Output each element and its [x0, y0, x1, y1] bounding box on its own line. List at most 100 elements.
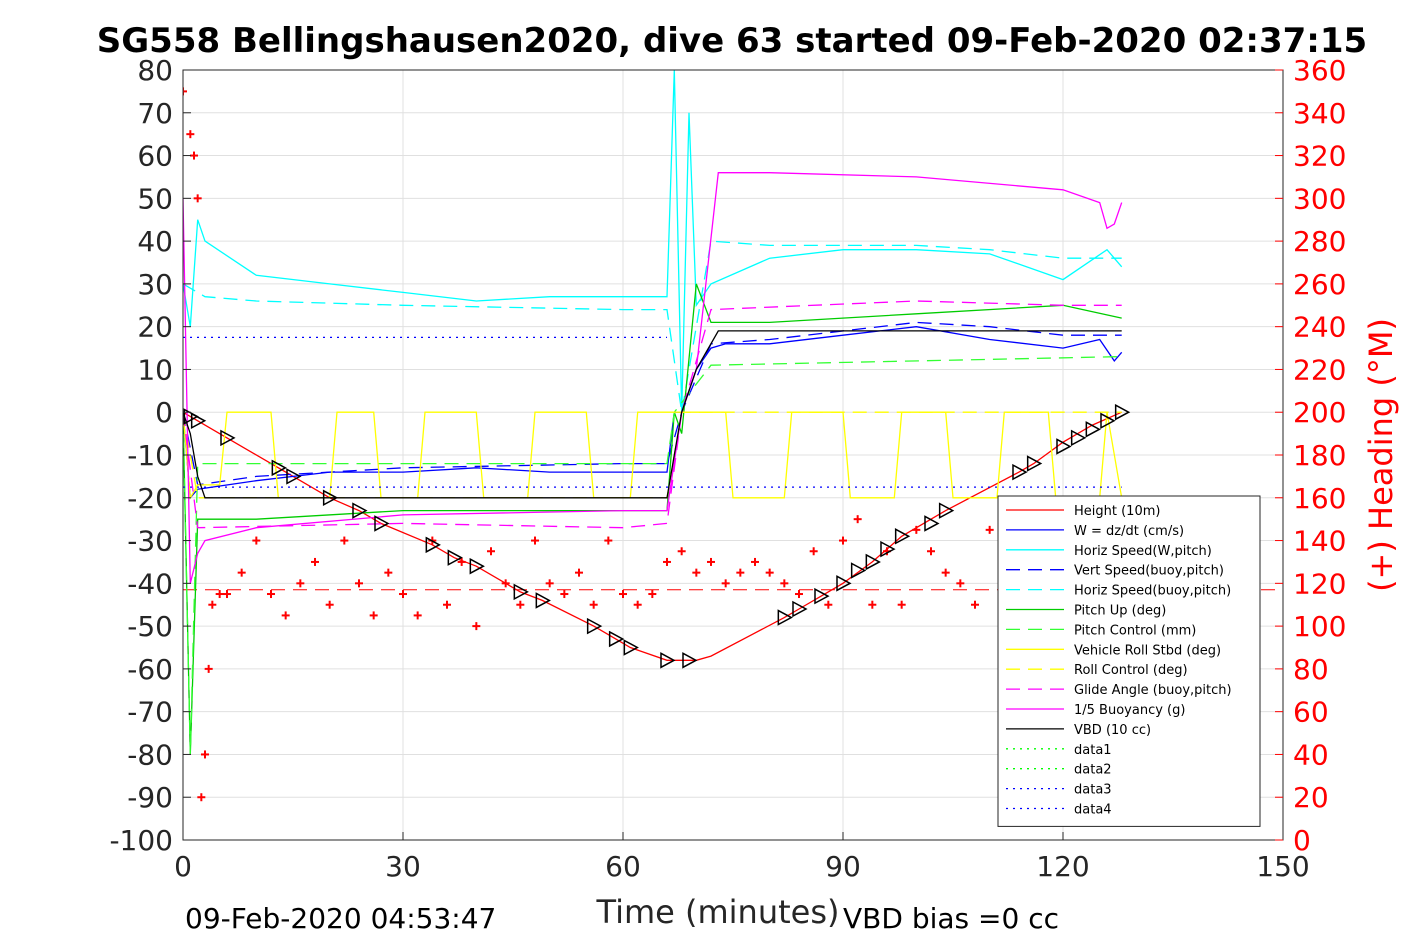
heading-point — [325, 600, 334, 609]
y-tick-label: -40 — [127, 567, 173, 600]
y2-tick-label: 0 — [1293, 824, 1311, 857]
vbd-marker — [190, 412, 207, 430]
y2-tick-label: 60 — [1293, 696, 1329, 729]
legend-entry: Roll Control (deg) — [1006, 663, 1188, 678]
y-tick-label: 80 — [137, 54, 173, 87]
y2-tick-label: 180 — [1293, 439, 1346, 472]
vbd-marker — [286, 468, 302, 485]
y2-tick-label: 120 — [1293, 567, 1346, 600]
heading-point — [985, 525, 994, 534]
heading-point — [516, 600, 525, 609]
y-tick-label: 10 — [137, 353, 173, 386]
legend-entry: Horiz Speed(buoy,pitch) — [1006, 584, 1231, 599]
legend-entry: Glide Angle (buoy,pitch) — [1006, 683, 1232, 698]
heading-point — [853, 515, 862, 524]
heading-point — [186, 130, 195, 139]
y2-tick-label: 240 — [1293, 311, 1346, 344]
footer-vbd-bias: VBD bias =0 cc — [843, 902, 1059, 935]
heading-point — [912, 525, 921, 534]
heading-point — [707, 557, 715, 566]
vbd-marker — [623, 639, 639, 656]
vbd-marker — [1026, 455, 1043, 472]
legend-label: Roll Control (deg) — [1074, 663, 1188, 678]
heading-point — [531, 536, 539, 545]
y2-tick-label: 280 — [1293, 225, 1346, 258]
legend-label: data4 — [1074, 803, 1112, 818]
y2-tick-label: 100 — [1293, 610, 1346, 643]
y-tick-label: -80 — [127, 738, 173, 771]
vbd-marker — [682, 652, 698, 669]
heading-point — [487, 547, 495, 556]
legend-label: data1 — [1074, 743, 1112, 758]
heading-point — [384, 568, 393, 577]
y-tick-label: 70 — [137, 97, 173, 130]
heading-point — [197, 793, 206, 802]
legend-entry: Horiz Speed(W,pitch) — [1006, 544, 1212, 559]
heading-point — [839, 536, 847, 545]
vbd-marker — [586, 617, 603, 635]
legend-label: Vert Speed(buoy,pitch) — [1074, 564, 1224, 579]
heading-point — [183, 87, 187, 96]
vbd-marker — [777, 609, 793, 626]
x-tick-label: 60 — [605, 850, 641, 883]
y-axis-ticks: 80 70 60 50 40 30 20 10 0 -10 -20 -30 -40 -50 -60 -70 -8… — [109, 54, 191, 857]
x-tick-label: 30 — [385, 850, 421, 883]
heading-point — [692, 568, 701, 577]
legend-label: W = dz/dt (cm/s) — [1074, 524, 1184, 539]
y2-tick-label: 320 — [1293, 140, 1346, 173]
legend-entry: 1/5 Buoyancy (g) — [1006, 703, 1185, 718]
x-tick-label: 150 — [1256, 850, 1309, 883]
legend-entry: data1 — [1006, 743, 1112, 758]
vbd-marker — [535, 592, 551, 609]
series-line-horiz-speed-buoy-pitch — [183, 240, 1122, 413]
heading-point — [355, 579, 363, 588]
x-tick-label: 120 — [1036, 850, 1089, 883]
legend-box — [997, 495, 1261, 827]
x-tick-label: 0 — [174, 850, 192, 883]
heading-point — [296, 579, 305, 588]
heading-point — [677, 547, 686, 556]
y-tick-label: 30 — [137, 268, 173, 301]
y2-tick-label: 200 — [1293, 396, 1346, 429]
vbd-marker — [814, 587, 830, 605]
heading-point — [589, 600, 598, 609]
vbd-marker — [1100, 412, 1116, 430]
y2-tick-label: 40 — [1293, 738, 1329, 771]
vbd-marker — [850, 562, 867, 579]
footer-date: 09-Feb-2020 04:53:47 — [185, 902, 496, 935]
legend-label: Height (10m) — [1074, 504, 1160, 519]
marker-layer — [183, 403, 1131, 669]
heading-point — [560, 590, 569, 599]
legend: Height (10m) W = dz/dt (cm/s) Horiz Speed(… — [997, 495, 1261, 827]
y-tick-label: -30 — [127, 525, 173, 558]
legend-label: Pitch Up (deg) — [1074, 604, 1166, 619]
y-tick-label: -50 — [127, 610, 173, 643]
heading-point — [780, 579, 789, 588]
vbd-marker — [425, 536, 441, 554]
y-tick-label: 20 — [137, 311, 173, 344]
vbd-marker — [1012, 463, 1028, 481]
heading-point — [208, 600, 217, 609]
heading-point — [971, 600, 979, 609]
heading-point — [215, 590, 224, 599]
vbd-marker — [513, 583, 529, 601]
heading-point — [663, 557, 671, 566]
y2-tick-label: 360 — [1293, 54, 1346, 87]
x-tick-label: 90 — [825, 850, 861, 883]
vbd-marker — [447, 549, 463, 566]
heading-point — [340, 536, 349, 545]
vbd-marker — [352, 502, 368, 519]
heading-point — [399, 590, 407, 599]
heading-point — [927, 547, 935, 556]
heading-point — [941, 568, 950, 577]
heading-point — [795, 590, 803, 599]
y2-tick-label: 20 — [1293, 781, 1329, 814]
legend-entry: Height (10m) — [1006, 504, 1160, 519]
y-tick-label: 60 — [137, 140, 173, 173]
vbd-marker — [1056, 438, 1072, 455]
heading-point — [809, 547, 818, 556]
vbd-marker — [322, 489, 339, 507]
legend-entry: Vehicle Roll Stbd (deg) — [1006, 643, 1221, 658]
legend-label: Glide Angle (buoy,pitch) — [1074, 683, 1232, 698]
